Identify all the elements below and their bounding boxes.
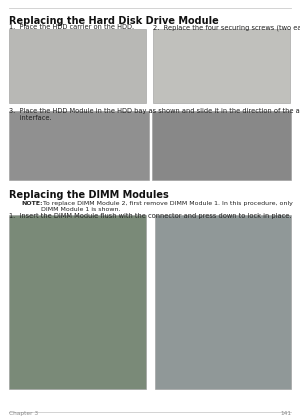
Text: 1.  Insert the DIMM Module flush with the connector and press down to lock in pl: 1. Insert the DIMM Module flush with the… (9, 213, 292, 218)
Text: Chapter 3: Chapter 3 (9, 411, 38, 416)
Text: To replace DIMM Module 2, first remove DIMM Module 1. In this procedure, only DI: To replace DIMM Module 2, first remove D… (41, 201, 293, 212)
Text: 1.  Place the HDD carrier on the HDD.: 1. Place the HDD carrier on the HDD. (9, 24, 134, 30)
FancyBboxPatch shape (9, 29, 146, 103)
FancyBboxPatch shape (9, 111, 148, 180)
Text: 2.  Replace the four securing screws (two each side).: 2. Replace the four securing screws (two… (153, 24, 300, 31)
FancyBboxPatch shape (152, 111, 291, 180)
FancyBboxPatch shape (9, 215, 146, 388)
Text: 3.  Place the HDD Module in the HDD bay as shown and slide it in the direction o: 3. Place the HDD Module in the HDD bay a… (9, 108, 300, 121)
FancyBboxPatch shape (153, 29, 290, 103)
Text: 141: 141 (280, 411, 291, 416)
FancyBboxPatch shape (154, 215, 291, 388)
Text: NOTE:: NOTE: (21, 201, 43, 206)
Text: Replacing the Hard Disk Drive Module: Replacing the Hard Disk Drive Module (9, 16, 219, 26)
Text: Replacing the DIMM Modules: Replacing the DIMM Modules (9, 190, 169, 200)
